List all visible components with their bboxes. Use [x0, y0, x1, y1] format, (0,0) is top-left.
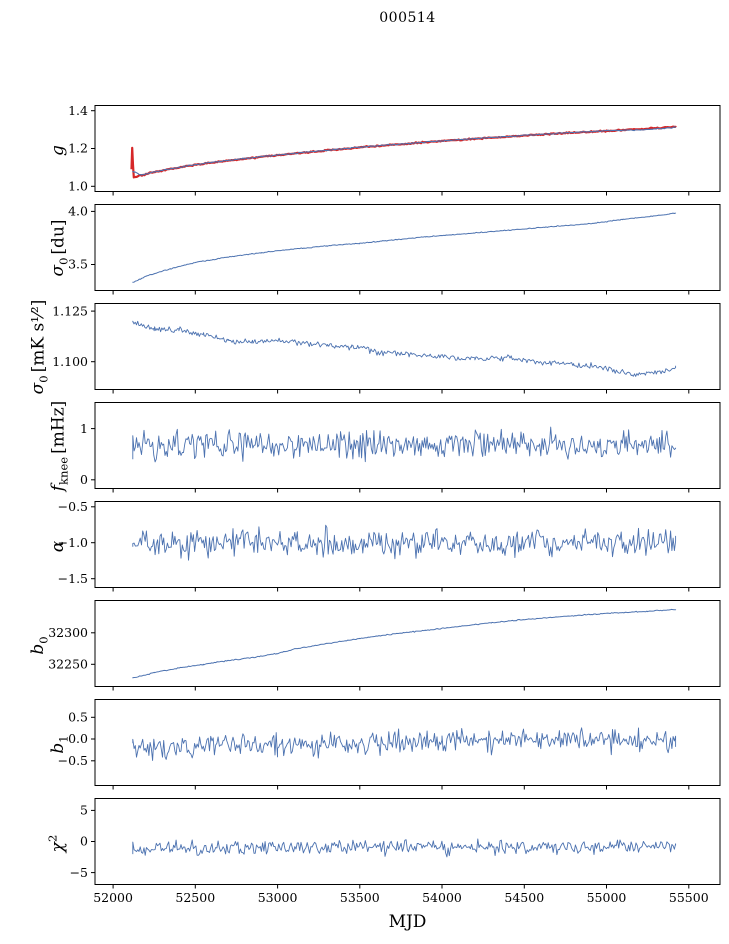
y-tick-label: 0	[80, 834, 88, 849]
ylabel-alpha: α	[45, 537, 70, 551]
y-tick-label: 0.5	[68, 710, 88, 725]
panel-sigma0-mks: 1.100 1.125 σ0 [mK s¹⁄²]	[0, 299, 729, 394]
ylabel-symbol: g	[48, 144, 69, 156]
y-tick-label: 1.2	[68, 141, 88, 156]
axes-frame	[94, 303, 721, 390]
ylabel-sub: 0	[36, 374, 51, 383]
series-fknee	[132, 426, 677, 463]
series-g-red	[130, 125, 677, 179]
x-tick-label: 54500	[504, 890, 544, 905]
y-tick-label: 1	[80, 421, 88, 436]
ylabel-symbol: α	[48, 540, 69, 552]
ylabel-sub: knee	[56, 456, 71, 485]
y-tick-label: 1.4	[68, 103, 88, 118]
plot-area-chi2: −5 0 5 52000 52500 53000 53500 54000 54500 55000 5…	[70, 798, 721, 905]
axes-frame	[94, 699, 721, 786]
series-b1	[132, 727, 677, 761]
y-tick-label: 5	[80, 803, 88, 818]
panel-alpha: −0.5 −1.0 −1.5 α	[0, 499, 729, 592]
plot-area-fknee: 01	[80, 402, 721, 493]
series-sigma0-du	[132, 212, 677, 283]
ylabel-unit: [mK s¹⁄²]	[28, 299, 49, 372]
x-tick-label: 53500	[340, 890, 380, 905]
series-g-blue	[132, 126, 677, 176]
ylabel-fknee: fknee [mHz]	[45, 400, 70, 491]
ylabel-g: g	[45, 142, 70, 156]
plot-area-sigma0-du: 3.5 4.0	[68, 204, 721, 295]
x-tick-label: 53000	[258, 890, 298, 905]
y-tick-label: −1.5	[58, 571, 88, 586]
plot-area-alpha: −0.5 −1.0 −1.5	[58, 499, 721, 592]
ylabel-symbol: b	[28, 643, 49, 655]
ylabel-symbol: χ	[48, 841, 69, 852]
plot-area-b0: 32250 32300	[48, 600, 721, 691]
y-tick-label: −0.5	[58, 753, 88, 768]
panel-sigma0-du: 3.5 4.0 σ0 [du]	[0, 204, 729, 295]
series-chi2	[132, 838, 677, 858]
ylabel-symbol: σ	[48, 264, 69, 277]
y-tick-label: −0.5	[58, 499, 88, 514]
plot-area-b1: −0.5 0.0 0.5	[58, 699, 721, 790]
axes-frame	[94, 798, 721, 885]
x-tick-label: 55500	[669, 890, 709, 905]
y-tick-label: 32300	[48, 625, 88, 640]
y-tick-label: −5	[70, 865, 88, 880]
y-tick-label: 4.0	[68, 204, 88, 219]
ylabel-sub: 0	[36, 635, 51, 644]
ylabel-b0: b0	[25, 633, 50, 654]
ylabel-sigma0-du: σ0 [du]	[45, 219, 70, 276]
axes-frame	[94, 105, 721, 192]
ylabel-unit: [du]	[48, 218, 69, 255]
x-tick-label: 52000	[93, 890, 133, 905]
ylabel-symbol: σ	[28, 382, 49, 394]
ylabel-symbol: f	[48, 484, 69, 491]
y-tick-label: 0	[80, 472, 88, 487]
axes-frame	[94, 402, 721, 489]
panel-g: 1.0 1.2 1.4 g	[0, 103, 729, 196]
axes-frame	[94, 600, 721, 687]
y-tick-label: 32250	[48, 657, 88, 672]
series-alpha	[132, 524, 677, 561]
y-tick-label: 1.125	[52, 303, 88, 318]
ylabel-sub: 0	[56, 257, 71, 265]
series-sigma0-mks	[132, 320, 677, 377]
plot-area-g: 1.0 1.2 1.4	[68, 103, 721, 196]
panel-b0: 32250 32300 b0	[0, 600, 729, 691]
plot-area-sigma0-mks: 1.100 1.125	[52, 303, 721, 394]
ylabel-b1: b1	[45, 732, 70, 753]
axes-frame	[94, 501, 721, 588]
panel-b1: −0.5 0.0 0.5 b1	[0, 699, 729, 790]
ylabel-chi2: χ2	[45, 831, 70, 852]
x-tick-label: 52500	[175, 890, 215, 905]
y-tick-label: 0.0	[68, 731, 88, 746]
ylabel-sup: 2	[45, 834, 60, 842]
chart-title: 000514	[379, 10, 436, 26]
panel-chi2: −5 0 5 52000 52500 53000 53500 54000 54500 55000 5…	[0, 798, 729, 905]
x-tick-label: 55000	[587, 890, 627, 905]
series-b0	[132, 608, 677, 679]
y-tick-label: 3.5	[68, 257, 88, 272]
ylabel-symbol: b	[48, 742, 69, 754]
y-tick-label: 1.0	[68, 179, 88, 194]
ylabel-sub: 1	[56, 734, 71, 743]
y-tick-label: −1.0	[58, 535, 88, 550]
axes-frame	[94, 204, 721, 291]
ylabel-unit: [mHz]	[48, 400, 69, 454]
x-tick-label: 54000	[422, 890, 462, 905]
ylabel-sigma0-mks: σ0 [mK s¹⁄²]	[25, 299, 50, 394]
x-axis-label: MJD	[388, 912, 427, 932]
y-tick-label: 1.100	[52, 354, 88, 369]
